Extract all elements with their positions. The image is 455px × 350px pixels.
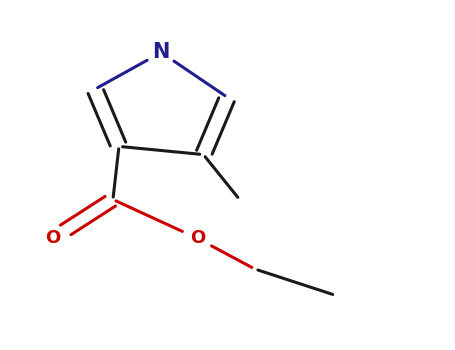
Text: O: O: [45, 229, 60, 247]
Text: N: N: [152, 42, 170, 62]
Text: O: O: [190, 229, 205, 247]
